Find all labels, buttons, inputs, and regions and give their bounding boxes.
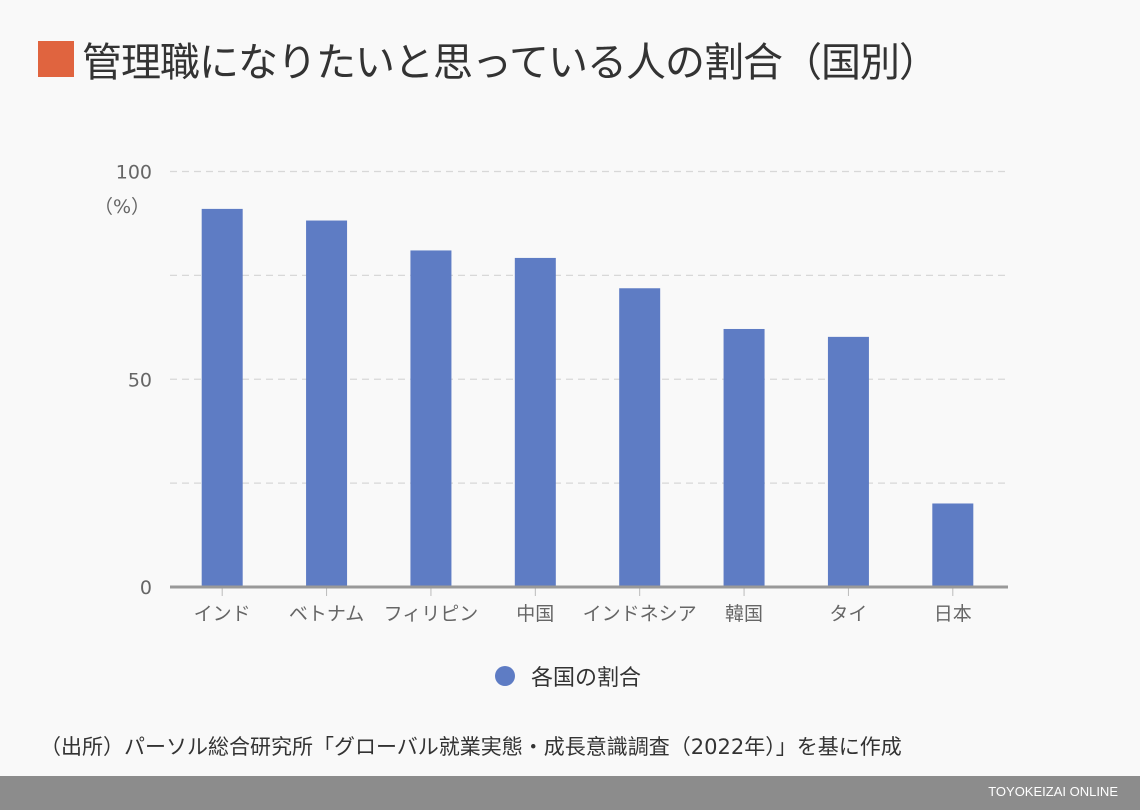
x-tick-label: タイ xyxy=(829,603,867,625)
footer-brand: TOYOKEIZAI ONLINE xyxy=(988,784,1118,799)
bar xyxy=(827,336,869,587)
bar xyxy=(723,328,765,587)
source-note: （出所）パーソル総合研究所「グローバル就業実態・成長意識調査（2022年）」を基… xyxy=(40,735,902,759)
legend-label: 各国の割合 xyxy=(531,666,642,691)
bar xyxy=(619,288,661,587)
y-tick-label: 50 xyxy=(128,369,152,391)
y-axis-unit: （%） xyxy=(94,196,150,218)
y-tick-label: 100 xyxy=(116,162,152,184)
bar xyxy=(514,257,556,587)
x-tick-label: ベトナム xyxy=(289,603,364,625)
legend: 各国の割合 xyxy=(495,660,641,692)
bar xyxy=(201,208,243,587)
y-tick-label: 0 xyxy=(140,577,152,599)
bar xyxy=(932,503,974,587)
bar xyxy=(410,250,452,587)
footer-bar: TOYOKEIZAI ONLINE xyxy=(0,776,1140,810)
chart-title: 管理職になりたいと思っている人の割合（国別） xyxy=(38,30,939,88)
x-tick-label: 中国 xyxy=(516,603,554,625)
bar xyxy=(306,220,348,588)
chart-title-text: 管理職になりたいと思っている人の割合（国別） xyxy=(82,40,939,86)
x-tick-label: 韓国 xyxy=(725,603,763,625)
bar-chart: 0 50 100 （%） インド ベトナム フィリピン 中国 インドネシア 韓国 タイ 日本 xyxy=(94,162,1008,625)
legend-marker-icon xyxy=(495,666,515,686)
x-tick-label: 日本 xyxy=(934,603,972,625)
x-tick-label: フィリピン xyxy=(384,603,479,625)
x-tick-label: インド xyxy=(194,603,251,625)
x-tick-label: インドネシア xyxy=(583,603,697,625)
title-square-icon xyxy=(38,41,74,77)
